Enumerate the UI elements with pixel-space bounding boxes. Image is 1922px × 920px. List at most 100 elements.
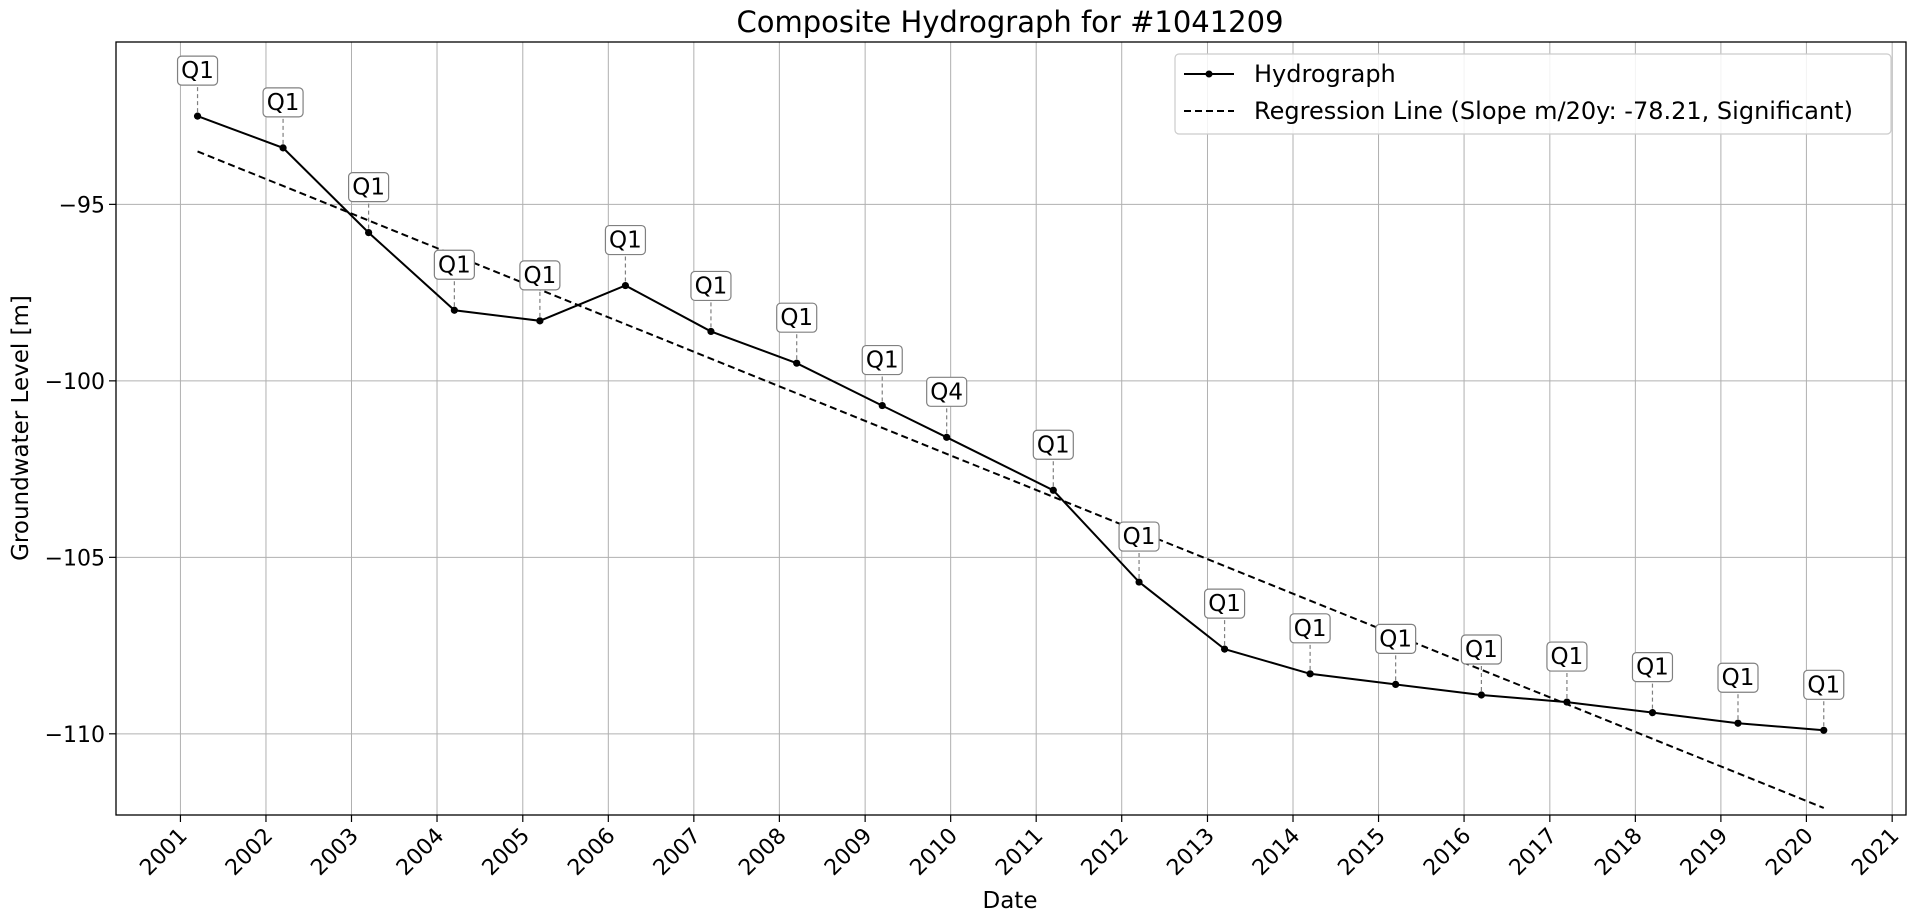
legend-hydrograph-marker <box>1205 70 1213 78</box>
hydrograph-point <box>793 359 801 367</box>
quarter-label: Q1 <box>1037 432 1070 458</box>
quarter-label: Q1 <box>1722 665 1755 691</box>
point-annotations: Q1 Q1 Q1 Q1 Q1 Q1 Q1 Q1 Q1 Q4 Q1 Q1 Q1 Q1 Q1 Q1 Q1 Q1 Q1 Q1 <box>176 55 1845 727</box>
quarter-label: Q1 <box>1807 672 1840 698</box>
x-tick-label: 2003 <box>306 824 363 881</box>
grid-lines <box>116 42 1906 815</box>
hydrograph-point <box>1648 709 1657 717</box>
annotation-box <box>1717 662 1759 693</box>
hydrograph-point <box>450 306 458 314</box>
hydrograph-point <box>193 112 202 120</box>
annotation-box <box>861 344 903 376</box>
hydrograph-point <box>1306 670 1314 678</box>
annotation-box <box>1460 634 1503 665</box>
annotation-box <box>776 302 818 333</box>
x-tick-label: 2015 <box>1334 824 1391 881</box>
hydrograph-series <box>193 112 1828 734</box>
x-tick-label: 2001 <box>135 824 192 881</box>
annotation-box <box>262 87 304 118</box>
x-tick-label: 2012 <box>1077 824 1134 881</box>
annotation-box <box>1631 652 1674 683</box>
annotation-box <box>519 260 561 291</box>
x-tick-label: 2013 <box>1162 824 1219 881</box>
plot-area-frame <box>115 41 1907 816</box>
x-tick-label: 2021 <box>1847 824 1904 881</box>
x-tick-label: 2014 <box>1248 824 1305 881</box>
x-tick-label: 2007 <box>649 824 706 881</box>
x-tick-label: 2009 <box>820 824 877 881</box>
x-tick-label: 2020 <box>1761 824 1818 881</box>
chart-title: Composite Hydrograph for #1041209 <box>736 5 1283 39</box>
hydrograph-point <box>279 144 287 152</box>
quarter-label: Q1 <box>1465 637 1498 663</box>
annotation-box <box>1546 641 1588 672</box>
x-axis-title: Date <box>983 888 1038 914</box>
annotation-box <box>1375 623 1417 655</box>
quarter-label: Q1 <box>1208 591 1241 617</box>
hydrograph-point <box>943 433 951 441</box>
annotation-box <box>690 270 732 302</box>
annotation-box <box>1203 588 1246 619</box>
hydrograph-point <box>365 229 373 237</box>
quarter-label: Q1 <box>1636 655 1669 681</box>
x-tick-label: 2016 <box>1419 824 1476 881</box>
hydrograph-point <box>1135 578 1143 586</box>
annotation-box <box>176 55 219 86</box>
annotation-box <box>1289 613 1331 644</box>
hydrograph-point <box>1820 726 1828 734</box>
quarter-label: Q1 <box>524 263 557 289</box>
hydrograph-point <box>1220 645 1229 653</box>
x-tick-label: 2019 <box>1676 824 1733 881</box>
hydrograph-point <box>1563 698 1571 706</box>
hydrograph-point <box>1477 691 1486 699</box>
hydrograph-point <box>1049 486 1057 494</box>
hydrograph-point <box>878 401 886 410</box>
y-tick-label: −105 <box>45 546 105 571</box>
quarter-label: Q1 <box>1123 524 1156 550</box>
legend-regression-label: Regression Line (Slope m/20y: -78.21, Si… <box>1254 97 1853 125</box>
quarter-label: Q1 <box>1294 616 1327 642</box>
quarter-label: Q1 <box>695 273 728 299</box>
y-axis-title: Groundwater Level [m] <box>8 295 34 561</box>
annotation-box <box>926 376 968 407</box>
x-tick-label: 2006 <box>563 824 620 881</box>
y-tick-label: −95 <box>59 193 105 218</box>
y-tick-label: −100 <box>45 370 105 395</box>
x-tick-label: 2017 <box>1505 824 1562 881</box>
y-tick-label: −110 <box>45 723 105 748</box>
hydrograph-point <box>1392 680 1400 689</box>
quarter-label: Q1 <box>267 90 300 116</box>
quarter-label: Q1 <box>1551 644 1584 670</box>
quarter-label: Q1 <box>352 175 385 201</box>
quarter-label: Q1 <box>866 348 899 374</box>
x-tick-label: 2010 <box>906 824 963 881</box>
legend-box <box>1174 53 1892 135</box>
x-axis-ticks: 2001 2002 2003 2004 2005 2006 2007 2008 2009 2010… <box>135 815 1904 881</box>
hydrograph-line <box>197 115 1824 732</box>
x-tick-label: 2005 <box>478 824 535 881</box>
hydrograph-point <box>707 327 715 336</box>
quarter-label: Q1 <box>609 228 642 254</box>
annotation-box <box>1803 669 1845 700</box>
quarter-label: Q1 <box>780 305 813 331</box>
x-tick-label: 2008 <box>734 824 791 881</box>
annotation-box <box>1118 521 1160 552</box>
annotation-box <box>433 249 475 280</box>
quarter-label: Q1 <box>181 58 214 84</box>
quarter-label: Q1 <box>438 252 471 278</box>
quarter-label: Q4 <box>930 379 963 405</box>
annotation-box <box>1032 429 1074 460</box>
x-tick-label: 2002 <box>221 824 278 881</box>
legend: Hydrograph Regression Line (Slope m/20y:… <box>1174 53 1892 135</box>
y-axis-ticks: −95 −100 −105 −110 <box>45 193 116 748</box>
x-tick-label: 2004 <box>392 824 449 881</box>
legend-hydrograph-label: Hydrograph <box>1254 60 1396 88</box>
quarter-label: Q1 <box>1379 626 1412 652</box>
x-tick-label: 2011 <box>991 824 1048 881</box>
annotation-box <box>348 172 390 203</box>
x-tick-label: 2018 <box>1590 824 1647 881</box>
hydrograph-point <box>536 317 544 325</box>
annotation-box <box>604 224 647 256</box>
hydrograph-point <box>621 281 630 290</box>
